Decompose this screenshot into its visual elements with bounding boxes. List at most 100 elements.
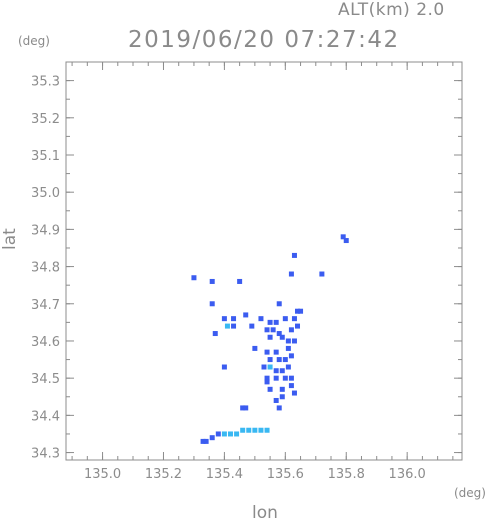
echo-point xyxy=(246,427,252,433)
echo-point xyxy=(240,427,246,433)
echo-point xyxy=(288,375,294,381)
echo-point xyxy=(209,278,215,284)
y-tick-label: 34.9 xyxy=(31,223,60,238)
y-tick-label: 35.1 xyxy=(31,149,60,164)
echo-point xyxy=(298,308,304,314)
echo-point xyxy=(273,397,279,403)
echo-point xyxy=(273,368,279,374)
echo-point xyxy=(264,349,270,355)
x-tick-label: 136.0 xyxy=(389,467,426,482)
echo-point xyxy=(288,353,294,359)
echo-point xyxy=(267,357,273,363)
plot-frame xyxy=(65,61,463,461)
echo-point xyxy=(295,308,301,314)
axis-ticks xyxy=(66,62,462,460)
echo-point xyxy=(243,405,249,411)
echo-point xyxy=(221,316,227,322)
y-tick-label: 34.5 xyxy=(31,372,60,387)
y-tick-label: 35.2 xyxy=(31,112,60,127)
timestamp-title: 2019/06/20 07:27:42 xyxy=(128,27,400,53)
echo-point xyxy=(276,405,282,411)
echo-point xyxy=(279,368,285,374)
echo-point xyxy=(215,431,221,437)
echo-point xyxy=(252,345,258,351)
echo-point xyxy=(224,323,230,329)
y-tick-label: 34.3 xyxy=(31,447,60,462)
y-tick-label: 35.3 xyxy=(31,75,60,90)
echo-point xyxy=(285,338,291,344)
echo-point xyxy=(249,323,255,329)
echo-point xyxy=(273,375,279,381)
x-tick-label: 135.6 xyxy=(267,467,304,482)
echo-point xyxy=(340,234,346,240)
x-tick-label: 135.0 xyxy=(84,467,121,482)
echo-point xyxy=(288,271,294,277)
echo-point xyxy=(252,427,258,433)
echo-point xyxy=(276,357,282,363)
echo-point xyxy=(276,301,282,307)
echo-point xyxy=(221,431,227,437)
echo-point xyxy=(279,394,285,400)
echo-point xyxy=(291,390,297,396)
echo-point xyxy=(200,438,206,444)
altitude-label: ALT(km) 2.0 xyxy=(338,0,445,20)
y-unit-label: (deg) xyxy=(18,34,50,48)
echo-point xyxy=(276,331,282,337)
echo-point xyxy=(291,252,297,258)
echo-point xyxy=(295,323,301,329)
echo-point xyxy=(240,405,246,411)
radar-echoes xyxy=(191,234,349,444)
echo-point xyxy=(264,375,270,381)
x-axis-title: lon xyxy=(252,503,278,523)
echo-point xyxy=(227,431,233,437)
x-unit-label: (deg) xyxy=(454,486,486,500)
echo-point xyxy=(285,345,291,351)
echo-point xyxy=(319,271,325,277)
echo-point xyxy=(288,327,294,333)
echo-point xyxy=(267,334,273,340)
echo-point xyxy=(191,275,197,281)
echo-point xyxy=(282,316,288,322)
y-tick-label: 34.7 xyxy=(31,298,60,313)
echo-point xyxy=(258,427,264,433)
echo-point xyxy=(264,427,270,433)
echo-point xyxy=(267,364,273,370)
echo-point xyxy=(279,334,285,340)
x-tick-label: 135.2 xyxy=(145,467,182,482)
echo-point xyxy=(270,327,276,333)
x-tick-label: 135.8 xyxy=(328,467,365,482)
echo-point xyxy=(282,357,288,363)
echo-point xyxy=(221,364,227,370)
y-tick-label: 34.4 xyxy=(31,409,60,424)
echo-point xyxy=(264,379,270,385)
echo-point xyxy=(291,316,297,322)
echo-point xyxy=(267,319,273,325)
echo-point xyxy=(243,312,249,318)
y-tick-label: 34.6 xyxy=(31,335,60,350)
echo-point xyxy=(291,338,297,344)
echo-point xyxy=(231,316,237,322)
x-tick-label: 135.4 xyxy=(206,467,243,482)
echo-point xyxy=(273,349,279,355)
echo-point xyxy=(273,319,279,325)
echo-point xyxy=(212,331,218,337)
echo-point xyxy=(282,375,288,381)
echo-point xyxy=(288,383,294,389)
echo-point xyxy=(343,238,349,244)
echo-point xyxy=(203,438,209,444)
y-tick-label: 35.0 xyxy=(31,186,60,201)
echo-point xyxy=(285,364,291,370)
axis-tick-labels: 135.0 135.2 135.4 135.6 135.8 136.0 34.3 34.4 34… xyxy=(31,75,426,482)
echo-point xyxy=(231,323,237,329)
echo-point xyxy=(234,431,240,437)
echo-point xyxy=(261,364,267,370)
echo-point xyxy=(267,386,273,392)
echo-point xyxy=(209,301,215,307)
echo-point xyxy=(264,327,270,333)
echo-point xyxy=(279,386,285,392)
echo-point xyxy=(237,278,243,284)
y-tick-label: 34.8 xyxy=(31,261,60,276)
echo-point xyxy=(209,435,215,441)
echo-point xyxy=(258,316,264,322)
